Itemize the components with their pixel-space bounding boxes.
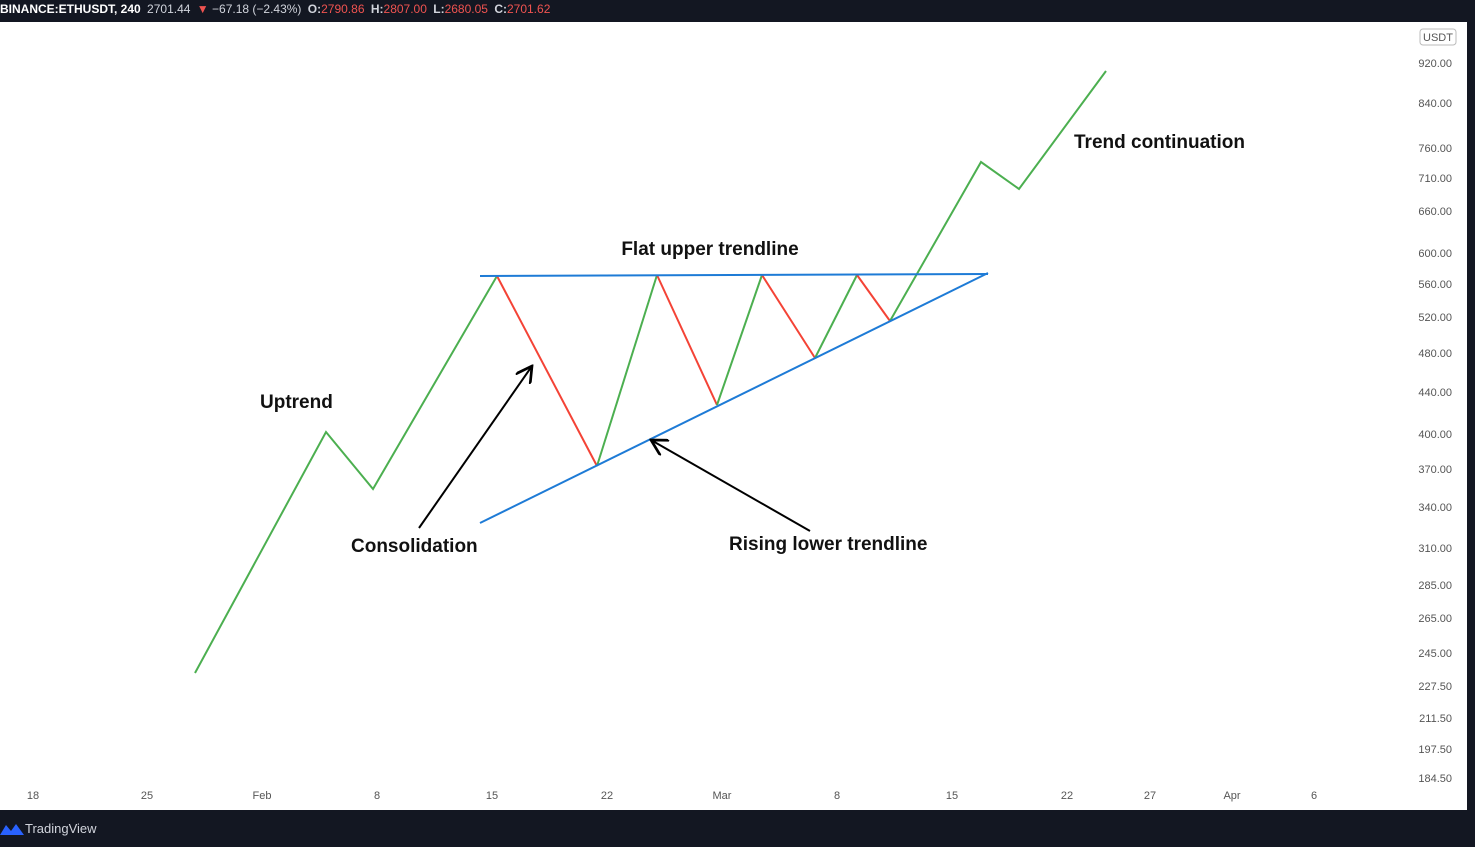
time-label: Apr <box>1223 790 1240 802</box>
pattern <box>194 70 1107 674</box>
price-label: 310.00 <box>1418 543 1452 555</box>
price-label: 480.00 <box>1418 348 1452 360</box>
price-label: 520.00 <box>1418 312 1452 324</box>
currency-box <box>1419 28 1457 46</box>
annotation: Rising lower trendline <box>729 534 927 555</box>
change: −67.18 (−2.43%) <box>212 2 302 16</box>
open: 2790.86 <box>321 2 365 16</box>
up-leg <box>814 274 858 359</box>
price-label: 400.00 <box>1418 429 1452 441</box>
annotation: Consolidation <box>351 536 478 557</box>
price-label: 184.50 <box>1418 773 1452 785</box>
price-label: 197.50 <box>1418 744 1452 756</box>
close: 2701.62 <box>506 2 551 16</box>
high: 2807.00 <box>383 2 427 16</box>
chart-area: Uptrend Flat upper trendline Consolidati… <box>27 28 1457 802</box>
low: 2680.05 <box>444 2 488 16</box>
footer-bar: TradingView <box>0 810 1475 847</box>
annotation: Flat upper trendline <box>621 239 798 260</box>
price-label: 340.00 <box>1418 502 1452 514</box>
low-label: L: <box>433 2 445 16</box>
price-label: 760.00 <box>1418 143 1452 155</box>
price-label: 660.00 <box>1418 206 1452 218</box>
time-label: 22 <box>1061 790 1073 802</box>
down-leg <box>496 275 598 467</box>
time-label: Mar <box>713 790 732 802</box>
arrow <box>418 366 532 529</box>
logo <box>0 824 24 835</box>
price-label: 245.00 <box>1418 648 1452 660</box>
close-label: C: <box>494 2 507 16</box>
time-label: 8 <box>834 790 840 802</box>
time-label: 18 <box>27 790 39 802</box>
down-icon: ▼ <box>196 2 209 16</box>
arrow <box>651 440 811 532</box>
continuation-line <box>889 70 1107 322</box>
price-label: 840.00 <box>1418 98 1452 110</box>
price-label: 560.00 <box>1418 279 1452 291</box>
down-leg <box>761 274 816 359</box>
last-price: 2701.44 <box>147 2 191 16</box>
symbol: BINANCE:ETHUSDT, 240 <box>0 2 141 16</box>
up-leg <box>596 274 658 467</box>
open-label: O: <box>307 2 322 16</box>
time-label: 22 <box>601 790 613 802</box>
price-label: 600.00 <box>1418 248 1452 260</box>
price-label: 265.00 <box>1418 613 1452 625</box>
time-label: 8 <box>374 790 380 802</box>
price-label: 710.00 <box>1418 173 1452 185</box>
price-label: 227.50 <box>1418 681 1452 693</box>
annotation: Trend continuation <box>1074 132 1245 153</box>
uptrend-line <box>194 275 498 674</box>
high-label: H: <box>370 2 384 16</box>
brand: TradingView <box>25 821 97 836</box>
currency: USDT <box>1423 32 1453 44</box>
down-leg <box>656 274 718 406</box>
rising-trendline <box>479 272 989 524</box>
time-label: 15 <box>486 790 498 802</box>
header-bar: BINANCE:ETHUSDT, 240 2701.44 ▼ −67.18 (−… <box>0 0 1475 22</box>
up-leg <box>716 274 763 406</box>
time-label: 6 <box>1311 790 1317 802</box>
flat-trendline <box>479 273 989 277</box>
time-label: Feb <box>253 790 272 802</box>
price-label: 211.50 <box>1419 713 1452 725</box>
time-label: 15 <box>946 790 958 802</box>
time-label: 27 <box>1144 790 1156 802</box>
time-label: 25 <box>141 790 153 802</box>
side-strip <box>1467 22 1475 810</box>
price-label: 285.00 <box>1418 580 1452 592</box>
annotation: Uptrend <box>260 392 333 413</box>
price-label: 920.00 <box>1418 58 1452 70</box>
price-label: 440.00 <box>1418 387 1452 399</box>
price-label: 370.00 <box>1418 464 1452 476</box>
down-leg <box>856 274 891 322</box>
